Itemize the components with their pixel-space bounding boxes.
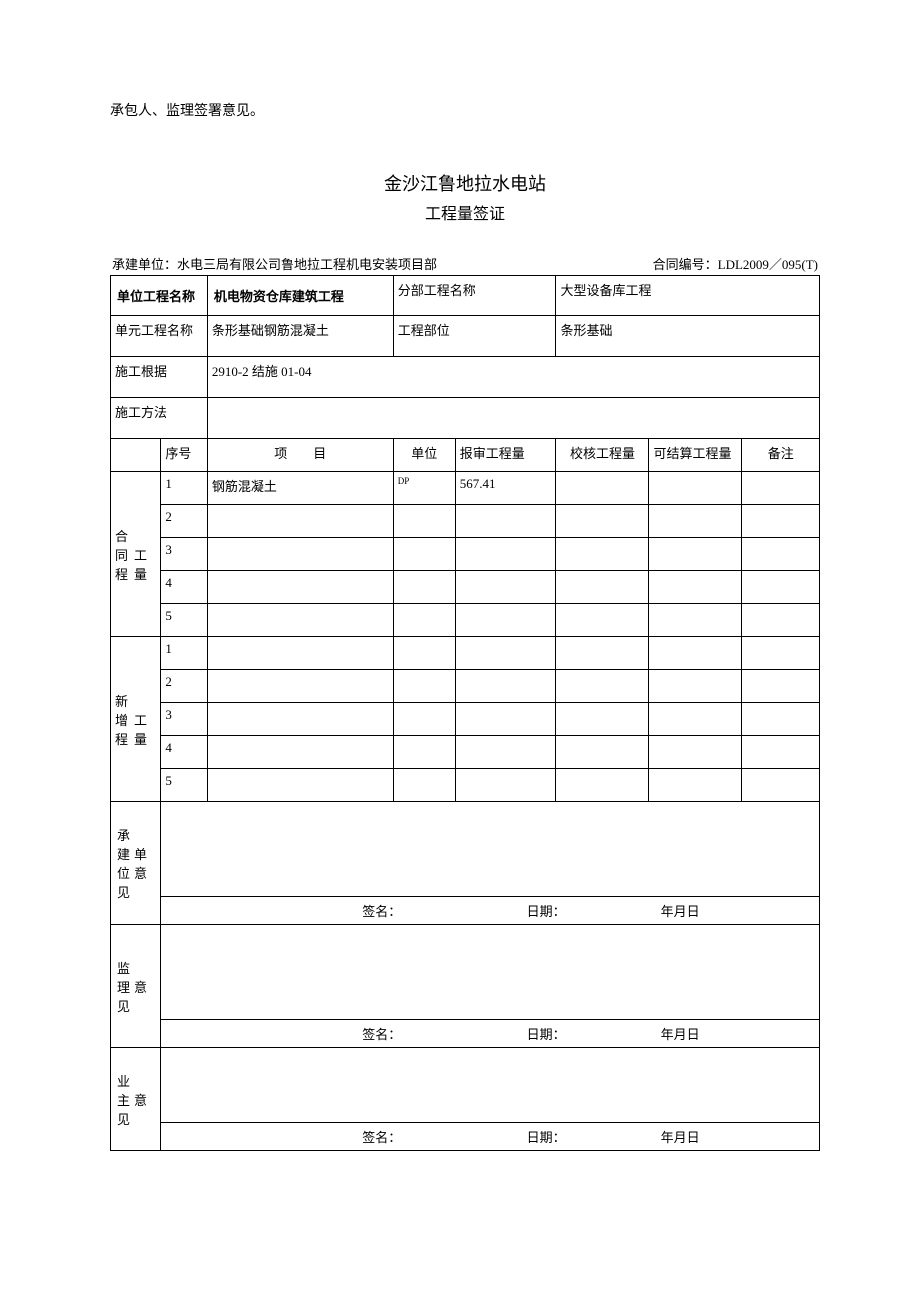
method-label: 施工方法	[111, 398, 208, 439]
blank-header-side	[111, 439, 161, 472]
element-project-name-value: 条形基础钢筋混凝土	[207, 316, 393, 357]
col-item: 项 目	[207, 439, 393, 472]
date-label-3: 日期：	[527, 1130, 566, 1145]
basis-label: 施工根据	[111, 357, 208, 398]
project-part-value: 条形基础	[556, 316, 820, 357]
builder-meta: 承建单位：水电三局有限公司鲁地拉工程机电安装项目部	[112, 254, 437, 273]
builder-value: 水电三局有限公司鲁地拉工程机电安装项目部	[177, 257, 437, 272]
sub-project-name-value: 大型设备库工程	[556, 276, 820, 316]
intro-text: 承包人、监理签署意见。	[110, 100, 820, 120]
c-item-1: 钢筋混凝土	[207, 472, 393, 505]
sub-project-name-label: 分部工程名称	[393, 276, 556, 316]
col-unit: 单位	[393, 439, 455, 472]
date-label: 日期：	[527, 904, 566, 919]
col-settle: 可结算工程量	[649, 439, 742, 472]
col-declared: 报审工程量	[455, 439, 556, 472]
unit-project-name-label: 单位工程名称	[111, 276, 208, 316]
date-value: 年月日	[661, 904, 700, 919]
c-seq-1: 1	[161, 472, 207, 505]
element-project-name-label: 单元工程名称	[111, 316, 208, 357]
sign-label-2: 签名：	[362, 1027, 401, 1042]
project-part-label: 工程部位	[393, 316, 556, 357]
date-value-3: 年月日	[661, 1130, 700, 1145]
contract-label: 合同编号：	[653, 257, 718, 272]
supervisor-opinion-label: 监 理意见	[111, 925, 161, 1048]
a-seq-4: 4	[161, 736, 207, 769]
c-remark-1	[742, 472, 820, 505]
owner-opinion-label: 业 主意见	[111, 1048, 161, 1151]
c-seq-4: 4	[161, 571, 207, 604]
a-seq-2: 2	[161, 670, 207, 703]
col-seq: 序号	[161, 439, 207, 472]
builder-opinion-label: 承 建单 位意见	[111, 802, 161, 925]
col-remark: 备注	[742, 439, 820, 472]
meta-row: 承建单位：水电三局有限公司鲁地拉工程机电安装项目部 合同编号：LDL2009／0…	[110, 254, 820, 273]
col-checked: 校核工程量	[556, 439, 649, 472]
added-qty-label: 新 增工 程量	[111, 637, 161, 802]
a-seq-5: 5	[161, 769, 207, 802]
supervisor-opinion-body: 签名： 日期： 年月日	[161, 925, 820, 1048]
heading-line2: 工程量签证	[110, 200, 820, 224]
unit-sup: DP	[398, 476, 410, 486]
builder-sign-blank	[161, 896, 356, 924]
c-seq-2: 2	[161, 505, 207, 538]
basis-value: 2910-2 结施 01-04	[207, 357, 819, 398]
c-settle-1	[649, 472, 742, 505]
c-seq-3: 3	[161, 538, 207, 571]
method-value	[207, 398, 819, 439]
contract-meta: 合同编号：LDL2009／095(T)	[653, 254, 818, 273]
builder-opinion-body: 签名： 日期： 年月日	[161, 802, 820, 925]
heading-line1: 金沙江鲁地拉水电站	[110, 170, 820, 196]
c-item-2	[207, 505, 393, 538]
a-seq-1: 1	[161, 637, 207, 670]
main-table: 单位工程名称 机电物资仓库建筑工程 分部工程名称 大型设备库工程 单元工程名称 …	[110, 275, 820, 1151]
c-declared-1: 567.41	[455, 472, 556, 505]
c-checked-1	[556, 472, 649, 505]
contract-qty-label: 合 同工 程量	[111, 472, 161, 637]
c-seq-5: 5	[161, 604, 207, 637]
date-value-2: 年月日	[661, 1027, 700, 1042]
unit-project-name-value: 机电物资仓库建筑工程	[207, 276, 393, 316]
builder-label: 承建单位：	[112, 257, 177, 272]
c-unit-1: DP	[393, 472, 455, 505]
date-label-2: 日期：	[527, 1027, 566, 1042]
a-seq-3: 3	[161, 703, 207, 736]
sign-label: 签名：	[362, 904, 401, 919]
sign-label-3: 签名：	[362, 1130, 401, 1145]
contract-value: LDL2009／095(T)	[718, 257, 818, 272]
owner-opinion-body: 签名： 日期： 年月日	[161, 1048, 820, 1151]
